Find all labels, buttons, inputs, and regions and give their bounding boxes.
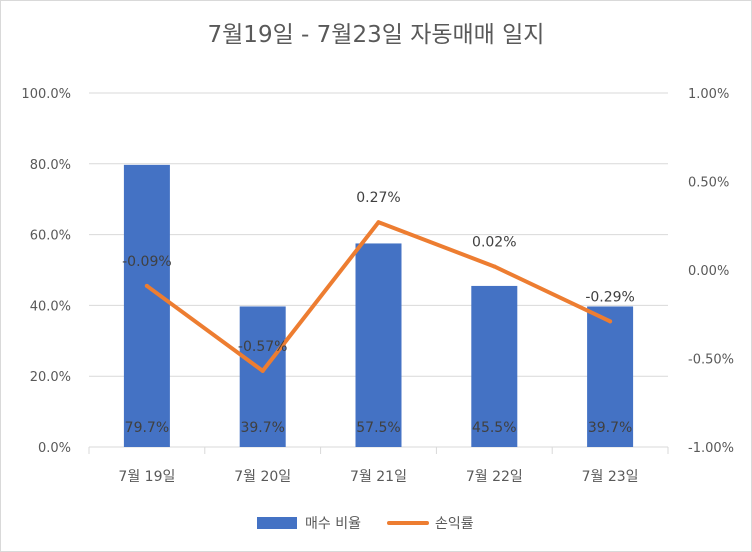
right-tick-label: 0.00% (688, 264, 729, 279)
line-data-label: 0.27% (356, 190, 400, 206)
bar-data-label: 79.7% (125, 420, 169, 436)
line-data-label: -0.09% (122, 254, 172, 270)
bar-data-label: 39.7% (240, 420, 284, 436)
legend-label-bar: 매수 비율 (305, 516, 361, 532)
x-axis: 7월 19일 7월 20일 7월 21일 7월 22일 7월 23일 (88, 447, 669, 485)
x-tick-label: 7월 19일 (118, 469, 175, 485)
right-axis: -1.00% -0.50% 0.00% 0.50% 1.00% (688, 87, 734, 456)
bar (355, 243, 402, 447)
bar (239, 306, 286, 447)
bar-data-label: 57.5% (356, 420, 400, 436)
legend-swatch-bar (257, 517, 297, 529)
left-axis: 0.0% 20.0% 40.0% 60.0% 80.0% 100.0% (21, 87, 71, 456)
x-tick-label: 7월 20일 (234, 469, 291, 485)
line-point (144, 283, 149, 288)
line-point (492, 264, 497, 269)
x-tick-label: 7월 23일 (582, 469, 639, 485)
line-point (376, 220, 381, 225)
right-tick-label: -1.00% (688, 441, 734, 456)
left-tick-label: 20.0% (30, 370, 71, 385)
legend: 매수 비율 손익률 (257, 516, 474, 532)
chart-title: 7월19일 - 7월23일 자동매매 일지 (208, 22, 545, 48)
bar-series (123, 164, 634, 447)
line-point (608, 319, 613, 324)
left-tick-label: 40.0% (30, 299, 71, 314)
line-data-labels: -0.09% -0.57% 0.27% 0.02% -0.29% (122, 190, 635, 355)
right-tick-label: 1.00% (688, 87, 729, 102)
left-tick-label: 80.0% (30, 158, 71, 173)
right-tick-label: 0.50% (688, 176, 729, 191)
x-tick-label: 7월 21일 (350, 469, 407, 485)
line-data-label: -0.29% (585, 289, 635, 305)
left-tick-label: 0.0% (38, 441, 71, 456)
right-tick-label: -0.50% (688, 353, 734, 368)
bar-data-labels: 79.7% 39.7% 57.5% 45.5% 39.7% (125, 420, 633, 436)
line-data-label: 0.02% (472, 234, 516, 250)
bar (123, 164, 170, 447)
bar-data-label: 45.5% (472, 420, 516, 436)
left-tick-label: 100.0% (21, 87, 71, 102)
line-series (144, 220, 613, 373)
left-tick-label: 60.0% (30, 229, 71, 244)
bar (471, 285, 518, 447)
line-point (260, 368, 265, 373)
line-data-label: -0.57% (238, 339, 288, 355)
legend-label-line: 손익률 (435, 516, 474, 532)
x-tick-label: 7월 22일 (466, 469, 523, 485)
bar (587, 306, 634, 447)
bar-data-label: 39.7% (588, 420, 632, 436)
